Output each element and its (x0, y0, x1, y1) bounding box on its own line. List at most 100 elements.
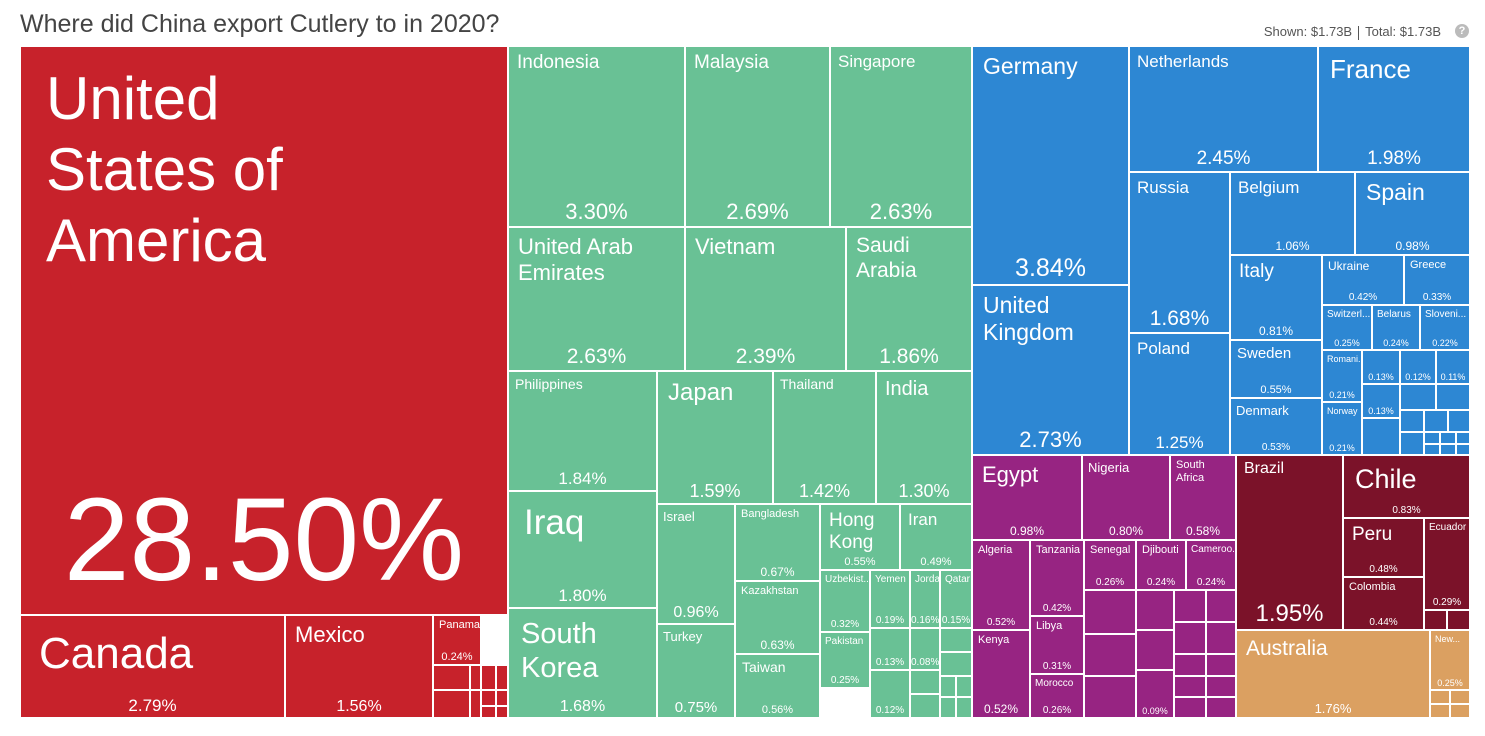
treemap-tile[interactable]: Poland 1.25% (1129, 333, 1230, 455)
treemap-small-tile[interactable] (1084, 634, 1136, 676)
treemap-tile[interactable]: 0.13% (870, 628, 910, 670)
treemap-small-tile[interactable] (1456, 444, 1470, 455)
treemap-tile[interactable]: Singapore 2.63% (830, 46, 972, 227)
treemap-small-tile[interactable] (1206, 590, 1236, 622)
treemap-small-tile[interactable] (433, 665, 470, 690)
treemap-small-tile[interactable] (1174, 622, 1206, 654)
treemap-small-tile[interactable] (1362, 418, 1400, 455)
treemap-small-tile[interactable] (1400, 410, 1424, 432)
treemap-small-tile[interactable] (940, 676, 956, 697)
treemap-tile[interactable]: France 1.98% (1318, 46, 1470, 172)
treemap-small-tile[interactable] (496, 665, 508, 690)
treemap-tile[interactable]: 0.12% (1400, 350, 1436, 384)
treemap-small-tile[interactable] (1450, 704, 1470, 718)
treemap-tile[interactable]: Belgium 1.06% (1230, 172, 1355, 255)
treemap-tile[interactable]: Australia 1.76% (1236, 630, 1430, 718)
treemap-tile[interactable]: Thailand 1.42% (773, 371, 876, 504)
treemap-tile[interactable]: Chile 0.83% (1343, 455, 1470, 518)
treemap-tile[interactable]: Malaysia 2.69% (685, 46, 830, 227)
treemap-small-tile[interactable] (1448, 410, 1470, 432)
treemap-tile[interactable]: Spain 0.98% (1355, 172, 1470, 255)
treemap-tile[interactable]: Yemen 0.19% (870, 570, 910, 628)
treemap-small-tile[interactable] (1456, 432, 1470, 444)
treemap-small-tile[interactable] (1206, 676, 1236, 697)
treemap-tile[interactable]: Nigeria 0.80% (1082, 455, 1170, 540)
treemap-tile[interactable]: Kazakhstan 0.63% (735, 581, 820, 654)
treemap-small-tile[interactable] (1424, 444, 1440, 455)
treemap-tile[interactable]: Peru 0.48% (1343, 518, 1424, 577)
treemap-tile[interactable]: Libya 0.31% (1030, 616, 1084, 674)
treemap-tile[interactable]: Egypt 0.98% (972, 455, 1082, 540)
treemap-small-tile[interactable] (496, 706, 508, 718)
treemap-tile[interactable]: Russia 1.68% (1129, 172, 1230, 333)
treemap-small-tile[interactable] (1430, 690, 1450, 704)
treemap-tile[interactable]: Brazil 1.95% (1236, 455, 1343, 630)
treemap-tile[interactable]: Senegal 0.26% (1084, 540, 1136, 590)
treemap-small-tile[interactable] (1424, 610, 1447, 630)
info-icon[interactable]: ? (1455, 24, 1469, 38)
treemap-tile[interactable]: Romani... 0.21% (1322, 350, 1362, 402)
treemap-small-tile[interactable] (496, 690, 508, 706)
treemap-tile[interactable]: Taiwan 0.56% (735, 654, 820, 718)
treemap-tile[interactable]: Sweden 0.55% (1230, 340, 1322, 398)
treemap-tile[interactable]: Canada 2.79% (20, 615, 285, 718)
treemap-tile[interactable]: Vietnam 2.39% (685, 227, 846, 371)
treemap-small-tile[interactable] (1206, 697, 1236, 718)
treemap-tile[interactable]: Netherlands 2.45% (1129, 46, 1318, 172)
treemap-small-tile[interactable] (1447, 610, 1470, 630)
treemap-small-tile[interactable] (1174, 676, 1206, 697)
treemap-tile[interactable]: Belarus 0.24% (1372, 305, 1420, 350)
treemap-small-tile[interactable] (1400, 432, 1424, 455)
treemap-tile[interactable]: Jorda... 0.16% (910, 570, 940, 628)
treemap-tile[interactable]: Norway 0.21% (1322, 402, 1362, 455)
treemap-small-tile[interactable] (940, 697, 956, 718)
treemap-small-tile[interactable] (1174, 697, 1206, 718)
treemap-small-tile[interactable] (1424, 432, 1440, 444)
treemap-small-tile[interactable] (1206, 622, 1236, 654)
treemap-tile[interactable]: Iran 0.49% (900, 504, 972, 570)
treemap-small-tile[interactable] (481, 665, 496, 690)
treemap-tile[interactable]: Indonesia 3.30% (508, 46, 685, 227)
treemap-small-tile[interactable] (1206, 654, 1236, 676)
treemap-tile[interactable]: Mexico 1.56% (285, 615, 433, 718)
treemap-tile[interactable]: Panama 0.24% (433, 615, 481, 665)
treemap-tile[interactable]: 0.09% (1136, 670, 1174, 718)
treemap-tile[interactable]: Algeria 0.52% (972, 540, 1030, 630)
treemap-tile[interactable]: Japan 1.59% (657, 371, 773, 504)
treemap-tile[interactable]: Greece 0.33% (1404, 255, 1470, 305)
treemap-tile[interactable]: Tanzania 0.42% (1030, 540, 1084, 616)
treemap-small-tile[interactable] (433, 690, 470, 718)
treemap-tile[interactable]: Uzbekist... 0.32% (820, 570, 870, 632)
treemap-small-tile[interactable] (940, 652, 972, 676)
treemap-tile[interactable]: Philippines 1.84% (508, 371, 657, 491)
treemap-tile[interactable]: 0.13% (1362, 384, 1400, 418)
treemap-small-tile[interactable] (1136, 590, 1174, 630)
treemap-small-tile[interactable] (910, 694, 940, 718)
treemap-small-tile[interactable] (481, 706, 496, 718)
treemap-tile[interactable]: United Arab Emirates 2.63% (508, 227, 685, 371)
treemap-tile[interactable]: Qatar 0.15% (940, 570, 972, 628)
treemap-tile[interactable]: Cameroo... 0.24% (1186, 540, 1236, 590)
treemap-small-tile[interactable] (910, 670, 940, 694)
treemap-tile[interactable]: Hong Kong 0.55% (820, 504, 900, 570)
treemap-small-tile[interactable] (1400, 384, 1436, 410)
treemap-small-tile[interactable] (1084, 676, 1136, 718)
treemap-tile[interactable]: 0.12% (870, 670, 910, 718)
treemap-tile[interactable]: United Kingdom 2.73% (972, 285, 1129, 455)
treemap-small-tile[interactable] (1174, 590, 1206, 622)
treemap-tile[interactable]: United States of America 28.50% (20, 46, 508, 615)
treemap-small-tile[interactable] (1174, 654, 1206, 676)
treemap-tile[interactable]: South Korea 1.68% (508, 608, 657, 718)
treemap-small-tile[interactable] (956, 697, 972, 718)
treemap-small-tile[interactable] (956, 676, 972, 697)
treemap-small-tile[interactable] (1440, 444, 1456, 455)
treemap-tile[interactable]: 0.11% (1436, 350, 1470, 384)
treemap-tile[interactable]: Iraq 1.80% (508, 491, 657, 608)
treemap-small-tile[interactable] (1430, 704, 1450, 718)
treemap-small-tile[interactable] (1084, 590, 1136, 634)
treemap-small-tile[interactable] (1440, 432, 1456, 444)
treemap-small-tile[interactable] (481, 690, 496, 706)
treemap-tile[interactable]: Djibouti 0.24% (1136, 540, 1186, 590)
treemap-tile[interactable]: Saudi Arabia 1.86% (846, 227, 972, 371)
treemap-tile[interactable]: Sloveni... 0.22% (1420, 305, 1470, 350)
